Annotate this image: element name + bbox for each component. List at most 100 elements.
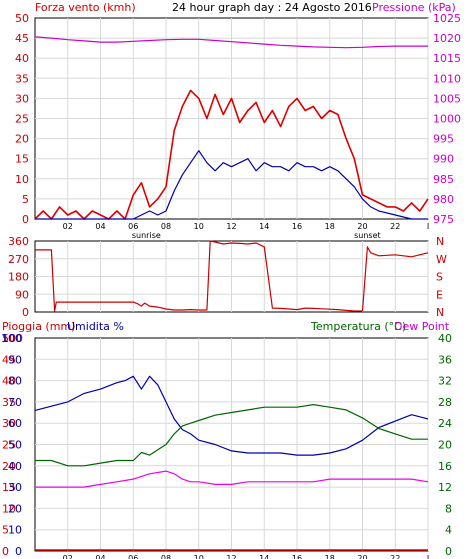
rain-y-tick-label: 30 xyxy=(2,417,16,430)
direction-y-tick-label: 180 xyxy=(8,271,29,284)
dewpoint-axis-title: Dew Point xyxy=(394,320,450,333)
temperature-y-tick-label: 40 xyxy=(438,332,452,345)
compass-label: W xyxy=(436,253,447,266)
x-tick-label: 18 xyxy=(325,554,335,559)
wind-average-line xyxy=(35,150,428,220)
rain-y-tick-label: 25 xyxy=(2,439,16,452)
humidity-y-tick-label: 80 xyxy=(8,375,22,388)
dewpoint-line xyxy=(35,470,429,488)
rain-y-tick-label: 35 xyxy=(2,396,16,409)
humidity-axis-title: Umidita % xyxy=(67,320,124,333)
humidity-y-tick-label: 10 xyxy=(8,524,22,537)
graph-title: 24 hour graph day : 24 Agosto 2016 xyxy=(172,1,372,14)
rain-y-tick-label: 15 xyxy=(2,481,16,494)
x-tick-label: 08 xyxy=(161,222,171,231)
humidity-y-tick-label: 30 xyxy=(8,481,22,494)
pressure-y-tick-label: 995 xyxy=(433,133,454,146)
x-tick-label: 16 xyxy=(292,222,302,231)
humidity-y-tick-label: 0 xyxy=(15,545,22,558)
rain-y-tick-label: 40 xyxy=(2,375,16,388)
x-tick-label: 04 xyxy=(95,554,105,559)
humidity-y-tick-label: 100 xyxy=(1,332,22,345)
x-tick-label: 12 xyxy=(226,222,236,231)
temperature-y-tick-label: 16 xyxy=(438,460,452,473)
wind-direction-line xyxy=(35,240,429,312)
wind-y-tick-label: 25 xyxy=(15,113,29,126)
compass-label: S xyxy=(436,271,443,284)
direction-y-tick-label: 360 xyxy=(8,235,29,248)
rain-axis-title: Pioggia (mm) xyxy=(2,320,75,333)
x-tick-label: 06 xyxy=(128,222,138,231)
temperature-y-tick-label: 0 xyxy=(445,545,452,558)
x-tick-label: 14 xyxy=(259,554,269,559)
wind-y-tick-label: 15 xyxy=(15,153,29,166)
x-tick-label: 02 xyxy=(63,554,73,559)
x-tick-label: 06 xyxy=(128,554,138,559)
compass-label: N xyxy=(436,306,444,319)
x-tick-label: 04 xyxy=(95,222,105,231)
sunrise-label: sunrise xyxy=(132,231,161,240)
humidity-y-tick-label: 60 xyxy=(8,417,22,430)
wind-y-tick-label: 45 xyxy=(15,32,29,45)
pressure-axis-title: Pressione (kPa) xyxy=(372,1,456,14)
pressure-y-tick-label: 1005 xyxy=(433,92,461,105)
pressure-y-tick-label: 985 xyxy=(433,173,454,186)
pressure-y-tick-label: 1010 xyxy=(433,72,461,85)
temperature-y-tick-label: 28 xyxy=(438,396,452,409)
x-tick-label: 16 xyxy=(292,554,302,559)
humidity-y-tick-label: 90 xyxy=(8,353,22,366)
wind-gust-line xyxy=(34,89,429,220)
humidity-y-tick-label: 70 xyxy=(8,396,22,409)
humidity-y-tick-label: 20 xyxy=(8,502,22,515)
rain-y-tick-label: 100 xyxy=(2,332,23,345)
rain-y-tick-label: 10 xyxy=(2,502,16,515)
pressure-y-tick-label: 1000 xyxy=(433,113,461,126)
pressure-y-tick-label: 1015 xyxy=(433,52,461,65)
wind-y-tick-label: 30 xyxy=(15,92,29,105)
direction-y-tick-label: 90 xyxy=(15,288,29,301)
pressure-y-tick-label: 1020 xyxy=(433,32,461,45)
temperature-y-tick-label: 12 xyxy=(438,481,452,494)
pressure-y-tick-label: 980 xyxy=(433,193,454,206)
compass-label: N xyxy=(436,235,444,248)
rain-y-tick-label: 45 xyxy=(2,353,16,366)
temperature-line xyxy=(35,404,428,467)
x-tick-label: 22 xyxy=(390,222,400,231)
x-tick-label: 20 xyxy=(357,222,367,231)
compass-label: E xyxy=(436,288,443,301)
temperature-y-tick-label: 36 xyxy=(438,353,452,366)
direction-y-tick-label: 270 xyxy=(8,253,29,266)
wind-y-tick-label: 5 xyxy=(22,193,29,206)
pressure-y-tick-label: 1025 xyxy=(433,12,461,25)
x-tick-label: I xyxy=(427,222,429,231)
pressure-y-tick-label: 990 xyxy=(433,153,454,166)
humidity-line xyxy=(34,375,429,456)
x-tick-label: 10 xyxy=(194,554,204,559)
wind-y-tick-label: 10 xyxy=(15,173,29,186)
pressure-line xyxy=(34,36,428,49)
temperature-y-tick-label: 20 xyxy=(438,439,452,452)
temperature-y-tick-label: 8 xyxy=(445,502,452,515)
sunset-label: sunset xyxy=(354,231,381,240)
x-tick-label: 20 xyxy=(357,554,367,559)
temperature-y-tick-label: 32 xyxy=(438,375,452,388)
rain-y-tick-label: 50 xyxy=(2,332,16,345)
temperature-y-tick-label: 4 xyxy=(445,524,452,537)
direction-y-tick-label: 0 xyxy=(22,306,29,319)
wind-y-tick-label: 20 xyxy=(15,133,29,146)
rain-y-tick-label: 20 xyxy=(2,460,16,473)
wind-y-tick-label: 50 xyxy=(15,12,29,25)
humidity-y-tick-label: 40 xyxy=(8,460,22,473)
rain-y-tick-label: 5 xyxy=(2,524,9,537)
x-tick-label: I xyxy=(427,554,429,559)
wind-y-tick-label: 0 xyxy=(22,213,29,226)
humidity-y-tick-label: 50 xyxy=(8,439,22,452)
x-tick-label: 10 xyxy=(194,222,204,231)
temperature-axis-title: Temperatura (°C) xyxy=(310,320,406,333)
rain-y-tick-label: 0 xyxy=(2,545,9,558)
x-tick-label: 02 xyxy=(63,222,73,231)
wind-axis-title: Forza vento (kmh) xyxy=(35,1,136,14)
x-tick-label: 12 xyxy=(226,554,236,559)
